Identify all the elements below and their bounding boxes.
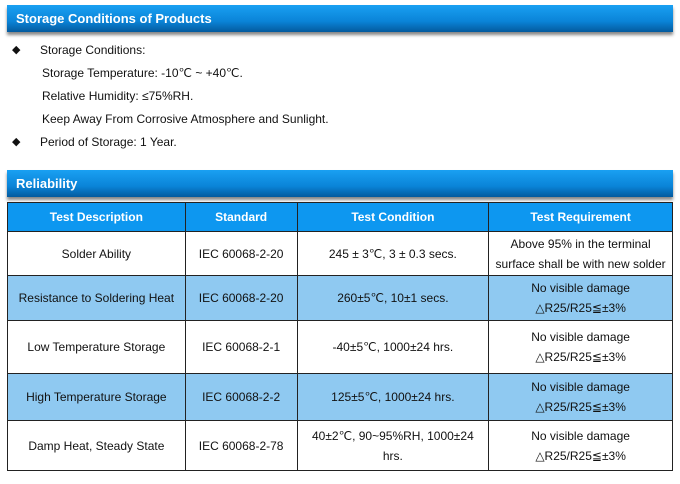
standard: IEC 60068-2-1 — [184, 320, 298, 374]
test-description: Damp Heat, Steady State — [7, 420, 186, 471]
requirement-line: △R25/R25≦±3% — [535, 350, 626, 364]
test-description: Low Temperature Storage — [7, 320, 186, 374]
table-row: High Temperature Storage IEC 60068-2-2 1… — [7, 373, 673, 421]
column-header: Test Requirement — [488, 202, 673, 232]
requirement-line: No visible damage — [531, 330, 630, 344]
test-requirement: No visible damage △R25/R25≦±3% — [488, 275, 673, 321]
test-description: High Temperature Storage — [7, 373, 186, 421]
test-condition: 40±2℃, 90~95%RH, 1000±24 hrs. — [296, 420, 490, 471]
table-row: Low Temperature Storage IEC 60068-2-1 -4… — [7, 320, 673, 374]
table-row: Damp Heat, Steady State IEC 60068-2-78 4… — [7, 420, 673, 471]
storage-section-header: Storage Conditions of Products — [7, 5, 673, 32]
requirement-line: No visible damage — [531, 380, 630, 394]
test-requirement: No visible damage △R25/R25≦±3% — [488, 420, 673, 471]
standard: IEC 60068-2-78 — [184, 420, 298, 471]
requirement-line: No visible damage — [531, 428, 630, 443]
reliability-section-header: Reliability — [7, 170, 673, 197]
test-condition: 125±5℃, 1000±24 hrs. — [296, 373, 490, 421]
requirement-line: △R25/R25≦±3% — [535, 400, 626, 414]
test-condition: 260±5℃, 10±1 secs. — [296, 275, 490, 321]
column-header: Standard — [184, 202, 298, 232]
standard: IEC 60068-2-20 — [184, 275, 298, 321]
requirement-line: △R25/R25≦±3% — [535, 301, 626, 315]
standard: IEC 60068-2-2 — [184, 373, 298, 421]
column-header: Test Condition — [296, 202, 490, 232]
reliability-table: Test Description Standard Test Condition… — [7, 202, 673, 471]
test-requirement: No visible damage △R25/R25≦±3% — [488, 373, 673, 421]
requirement-line: surface shall be with new solder — [495, 256, 666, 271]
test-description: Solder Ability — [7, 231, 186, 276]
table-row: Resistance to Soldering Heat IEC 60068-2… — [7, 275, 673, 321]
table-header-row: Test Description Standard Test Condition… — [7, 202, 673, 232]
diamond-bullet-icon: ◆ — [12, 44, 21, 56]
test-condition: -40±5℃, 1000±24 hrs. — [296, 320, 490, 374]
keep-away-note: Keep Away From Corrosive Atmosphere and … — [42, 112, 329, 126]
test-requirement: Above 95% in the terminal surface shall b… — [488, 231, 673, 276]
test-condition: 245 ± 3℃, 3 ± 0.3 secs. — [296, 231, 490, 276]
standard: IEC 60068-2-20 — [184, 231, 298, 276]
column-header: Test Description — [7, 202, 186, 232]
test-description: Resistance to Soldering Heat — [7, 275, 186, 321]
storage-period: Period of Storage: 1 Year. — [40, 135, 177, 149]
storage-temperature: Storage Temperature: -10℃ ~ +40℃. — [42, 66, 243, 80]
test-requirement: No visible damage △R25/R25≦±3% — [488, 320, 673, 374]
requirement-line: △R25/R25≦±3% — [535, 448, 626, 463]
table-row: Solder Ability IEC 60068-2-20 245 ± 3℃, … — [7, 231, 673, 276]
requirement-line: Above 95% in the terminal — [510, 236, 651, 251]
diamond-bullet-icon: ◆ — [12, 136, 21, 148]
storage-conditions-label: Storage Conditions: — [40, 43, 146, 57]
relative-humidity: Relative Humidity: ≤75%RH. — [42, 89, 194, 103]
requirement-line: No visible damage — [531, 281, 630, 295]
